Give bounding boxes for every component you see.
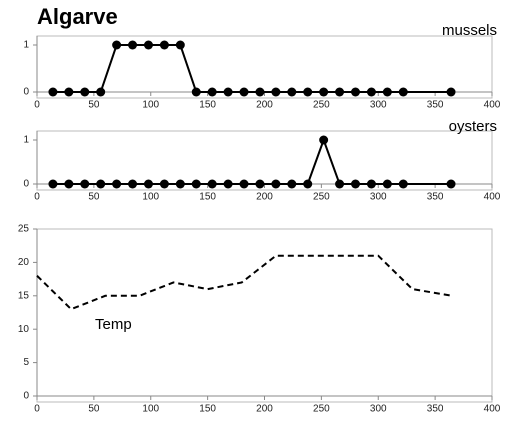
x-tick-label: 50 bbox=[88, 192, 100, 203]
plot-frame bbox=[36, 130, 493, 191]
y-tick-label: 15 bbox=[18, 290, 30, 301]
x-tick-label: 50 bbox=[88, 100, 100, 111]
data-point bbox=[255, 87, 265, 97]
data-point bbox=[112, 179, 122, 189]
data-point bbox=[159, 179, 169, 189]
data-point bbox=[80, 179, 90, 189]
data-point bbox=[271, 87, 281, 97]
data-point bbox=[48, 87, 58, 97]
data-point bbox=[382, 179, 392, 189]
x-tick-label: 250 bbox=[313, 404, 330, 415]
y-tick-label: 1 bbox=[23, 40, 29, 51]
y-tick-label: 5 bbox=[23, 357, 29, 368]
x-tick-label: 400 bbox=[484, 100, 501, 111]
x-tick-label: 100 bbox=[142, 100, 159, 111]
x-tick-label: 300 bbox=[370, 100, 387, 111]
x-tick-label: 250 bbox=[313, 100, 330, 111]
y-tick-label: 0 bbox=[23, 391, 29, 402]
data-point bbox=[143, 40, 153, 50]
x-tick-label: 50 bbox=[88, 404, 100, 415]
y-tick-label: 0 bbox=[23, 179, 29, 190]
x-tick-label: 150 bbox=[199, 192, 216, 203]
data-point bbox=[223, 87, 233, 97]
chart-title: Algarve bbox=[37, 4, 118, 29]
data-point bbox=[351, 87, 360, 97]
y-tick-label: 10 bbox=[18, 324, 30, 335]
data-point bbox=[96, 87, 106, 97]
x-tick-label: 350 bbox=[427, 192, 444, 203]
data-point bbox=[255, 179, 265, 189]
x-tick-label: 300 bbox=[370, 404, 387, 415]
data-point bbox=[64, 87, 74, 97]
data-point bbox=[287, 179, 297, 189]
data-point bbox=[223, 179, 233, 189]
data-point bbox=[319, 87, 329, 97]
data-point bbox=[271, 179, 281, 189]
data-point bbox=[398, 87, 408, 97]
data-point bbox=[159, 40, 169, 50]
data-point bbox=[48, 179, 58, 189]
data-point bbox=[191, 87, 201, 97]
plot-frame bbox=[36, 35, 493, 99]
data-line bbox=[52, 137, 452, 185]
data-point bbox=[319, 135, 329, 145]
x-tick-label: 0 bbox=[34, 192, 40, 203]
data-point bbox=[239, 179, 249, 189]
x-tick-label: 350 bbox=[427, 100, 444, 111]
data-point bbox=[335, 179, 345, 189]
x-tick-label: 150 bbox=[199, 100, 216, 111]
x-tick-label: 0 bbox=[34, 404, 40, 415]
data-point bbox=[446, 179, 456, 189]
data-point bbox=[366, 179, 376, 189]
data-line bbox=[36, 254, 453, 311]
data-point bbox=[398, 179, 408, 189]
x-tick-label: 100 bbox=[142, 404, 159, 415]
data-point bbox=[303, 179, 313, 189]
y-tick-label: 0 bbox=[23, 87, 29, 98]
data-point bbox=[207, 87, 217, 97]
x-tick-label: 200 bbox=[256, 404, 273, 415]
data-point bbox=[80, 87, 90, 97]
data-point bbox=[366, 87, 376, 97]
x-tick-label: 150 bbox=[199, 404, 216, 415]
y-tick-label: 20 bbox=[18, 257, 30, 268]
data-point bbox=[175, 179, 185, 189]
data-point bbox=[128, 179, 138, 189]
data-point bbox=[143, 179, 153, 189]
data-point bbox=[128, 40, 138, 50]
x-tick-label: 400 bbox=[484, 404, 501, 415]
series-label: Temp bbox=[95, 316, 132, 333]
data-point bbox=[191, 179, 201, 189]
data-point bbox=[303, 87, 313, 97]
data-point bbox=[287, 87, 297, 97]
x-tick-label: 350 bbox=[427, 404, 444, 415]
data-point bbox=[382, 87, 392, 97]
data-point bbox=[335, 87, 345, 97]
x-tick-label: 100 bbox=[142, 192, 159, 203]
x-tick-label: 0 bbox=[34, 100, 40, 111]
data-point bbox=[64, 179, 74, 189]
series-label: oysters bbox=[449, 118, 497, 135]
data-point bbox=[175, 40, 185, 50]
series-label: mussels bbox=[442, 22, 497, 39]
data-point bbox=[207, 179, 217, 189]
x-tick-label: 300 bbox=[370, 192, 387, 203]
data-point bbox=[446, 87, 456, 97]
data-point bbox=[112, 40, 122, 50]
data-point bbox=[239, 87, 249, 97]
y-tick-label: 25 bbox=[18, 224, 30, 235]
x-tick-label: 400 bbox=[484, 192, 501, 203]
x-tick-label: 250 bbox=[313, 192, 330, 203]
data-line bbox=[52, 44, 452, 93]
data-point bbox=[96, 179, 106, 189]
y-tick-label: 1 bbox=[23, 135, 29, 146]
x-tick-label: 200 bbox=[256, 192, 273, 203]
data-point bbox=[351, 179, 360, 189]
x-tick-label: 200 bbox=[256, 100, 273, 111]
